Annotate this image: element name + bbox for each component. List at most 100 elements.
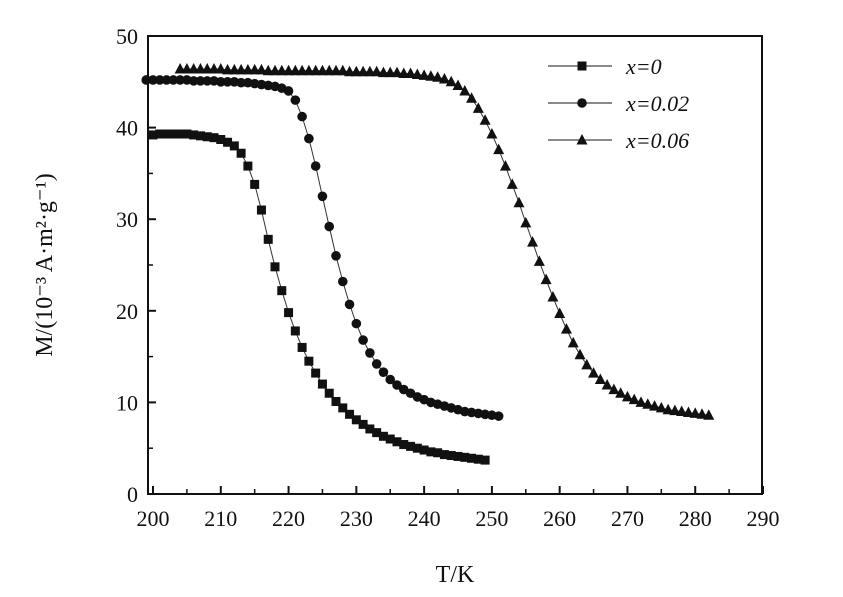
- data-point: [195, 76, 206, 86]
- data-point: [439, 450, 449, 460]
- series-line: [146, 79, 499, 417]
- data-point: [446, 451, 456, 461]
- data-point: [202, 76, 213, 86]
- legend: x=0 x=0.02 x=0.06: [548, 54, 689, 153]
- series-layer: [141, 62, 715, 465]
- data-point: [188, 76, 199, 86]
- x-tick-label: 290: [747, 506, 780, 531]
- data-point: [358, 419, 368, 429]
- legend-marker: [577, 98, 587, 108]
- plot-area: 200 210 220 230 240 250 260 270 280 290 0 10 20 30 40 5…: [116, 24, 780, 531]
- data-point: [290, 326, 300, 336]
- data-point: [635, 396, 647, 407]
- data-point: [520, 216, 532, 228]
- data-point: [175, 129, 185, 139]
- series-square: [148, 129, 490, 465]
- data-point: [236, 148, 246, 158]
- data-point: [155, 129, 165, 139]
- data-point: [506, 178, 518, 189]
- legend-marker: [576, 134, 588, 145]
- data-point: [533, 255, 545, 266]
- data-point: [676, 405, 688, 417]
- data-point: [277, 286, 287, 296]
- data-point: [337, 64, 349, 76]
- legend-item: x=0: [548, 54, 662, 79]
- x-tick-label: 230: [340, 506, 373, 531]
- data-point: [392, 380, 402, 390]
- x-axis-title: T/K: [436, 562, 475, 588]
- data-point: [202, 132, 212, 142]
- data-point: [215, 77, 226, 87]
- data-point: [263, 234, 273, 244]
- data-point: [385, 434, 395, 444]
- x-tick-label: 250: [475, 506, 508, 531]
- data-point: [189, 130, 199, 140]
- series-triangle: [174, 62, 715, 420]
- data-point: [345, 409, 355, 419]
- data-point: [331, 251, 341, 261]
- y-axis-title: M/(10⁻³ A·m²·g⁻¹): [32, 173, 58, 357]
- data-point: [337, 276, 348, 287]
- x-tick-label: 280: [679, 506, 712, 531]
- data-point: [378, 431, 388, 441]
- data-point: [371, 359, 382, 369]
- data-point: [608, 383, 620, 395]
- data-point: [594, 373, 606, 384]
- data-point: [324, 388, 334, 398]
- data-point: [378, 367, 389, 377]
- data-point: [311, 368, 321, 378]
- data-point: [588, 367, 600, 378]
- data-point: [385, 374, 396, 385]
- data-point: [540, 273, 552, 285]
- data-point: [601, 378, 613, 390]
- data-point: [351, 415, 361, 425]
- data-point: [168, 129, 178, 139]
- data-point: [412, 443, 422, 453]
- legend-label: x=0: [625, 54, 662, 79]
- data-point: [297, 111, 307, 122]
- data-point: [243, 161, 253, 171]
- data-point: [175, 75, 185, 85]
- y-tick-label: 50: [116, 24, 138, 49]
- data-point: [513, 196, 525, 208]
- data-point: [162, 129, 172, 139]
- x-tick-label: 240: [408, 506, 441, 531]
- data-point: [310, 161, 321, 171]
- x-tick-label: 200: [137, 506, 170, 531]
- data-point: [195, 131, 205, 141]
- data-point: [649, 400, 661, 411]
- x-tick-label: 270: [611, 506, 644, 531]
- data-point: [655, 401, 667, 413]
- data-point: [547, 291, 559, 302]
- data-point: [438, 73, 450, 84]
- legend-item: x=0.06: [548, 128, 689, 153]
- x-tick-label: 260: [543, 506, 576, 531]
- data-point: [554, 307, 566, 319]
- data-point: [222, 77, 233, 87]
- data-point: [161, 75, 172, 85]
- data-point: [317, 379, 327, 389]
- data-point: [338, 403, 348, 413]
- data-point: [696, 408, 708, 419]
- data-point: [493, 411, 504, 421]
- data-point: [317, 191, 328, 202]
- data-point: [304, 133, 314, 144]
- data-point: [689, 407, 701, 418]
- data-point: [615, 387, 627, 398]
- data-point: [297, 342, 307, 352]
- data-point: [304, 356, 314, 366]
- data-point: [419, 445, 429, 455]
- data-point: [479, 114, 491, 125]
- y-tick-label: 30: [116, 207, 138, 232]
- data-point: [669, 404, 681, 416]
- data-point: [467, 453, 477, 463]
- series-line: [180, 68, 709, 416]
- data-point: [399, 440, 409, 450]
- data-point: [406, 441, 416, 451]
- data-point: [432, 71, 444, 82]
- y-tick-label: 0: [127, 482, 138, 507]
- data-point: [216, 135, 226, 145]
- data-point: [433, 448, 443, 458]
- data-point: [391, 66, 403, 78]
- y-tick-label: 10: [116, 390, 138, 415]
